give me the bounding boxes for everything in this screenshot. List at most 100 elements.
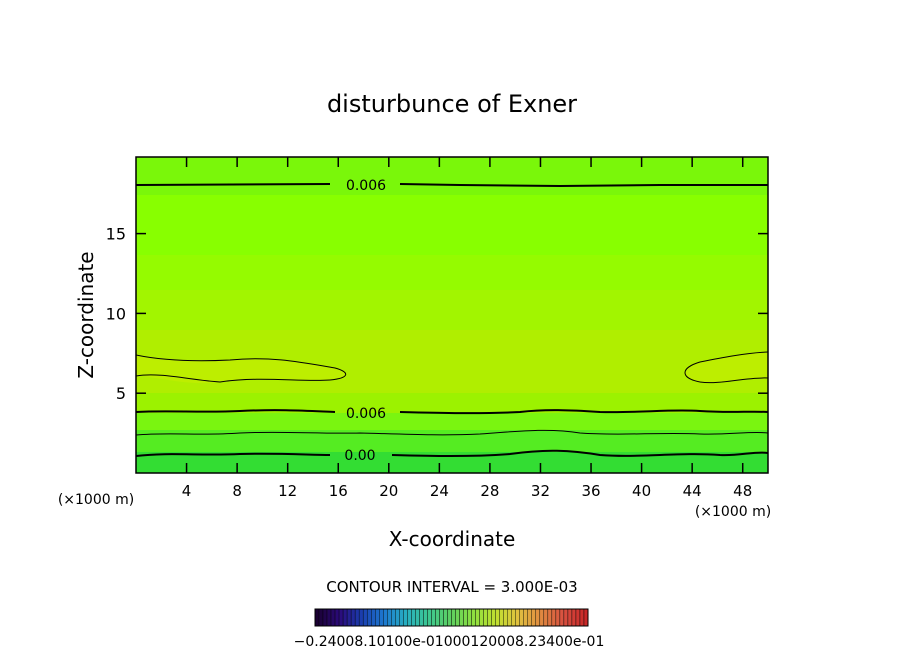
x-axis: 4 8 12 16 20 24 28 32 36 40 44 48 xyxy=(182,157,752,500)
colorbar-swatch xyxy=(451,608,456,627)
left-lobe-fill xyxy=(136,356,346,384)
y-tick-label: 10 xyxy=(106,304,126,323)
colorbar-swatch xyxy=(527,608,532,627)
colorbar-swatch xyxy=(407,608,412,627)
colorbar-labels: −0.24008.10100e-01000120008.23400e-01 xyxy=(294,634,605,650)
right-lobe-fill xyxy=(685,352,768,383)
field-band-lower-mid xyxy=(136,393,768,415)
x-tick-label: 12 xyxy=(278,482,297,500)
colorbar-swatch xyxy=(447,608,452,627)
colorbar-swatch xyxy=(491,608,496,627)
x-unit-right: (×1000 m) xyxy=(695,504,771,520)
colorbar-swatch xyxy=(346,608,352,627)
colorbar-swatch xyxy=(443,608,448,627)
colorbar-swatch xyxy=(535,608,541,627)
field-band-low xyxy=(136,430,768,455)
colorbar-swatch xyxy=(547,608,553,627)
contour-label-top: 0.006 xyxy=(346,178,386,194)
field-band-upper xyxy=(136,195,768,255)
y-axis-label: Z-coordinate xyxy=(74,251,98,378)
x-axis-label: X-coordinate xyxy=(389,527,516,551)
colorbar xyxy=(314,608,589,627)
y-tick-label: 15 xyxy=(106,225,126,244)
contour-line-thin-low xyxy=(136,429,768,436)
contour-label-bottom: 0.00 xyxy=(344,448,375,464)
colorbar-swatch xyxy=(519,608,524,627)
colorbar-swatch xyxy=(571,608,577,627)
x-unit-left: (×1000 m) xyxy=(58,492,134,508)
colorbar-swatch xyxy=(463,608,468,627)
colorbar-swatch xyxy=(499,608,504,627)
contour-line-000 xyxy=(136,449,768,457)
colorbar-swatch xyxy=(334,608,340,627)
colorbar-swatch xyxy=(354,608,360,627)
colorbar-swatch xyxy=(371,608,376,627)
x-tick-label: 4 xyxy=(182,482,192,500)
field-band-mid xyxy=(136,290,768,335)
colorbar-swatch xyxy=(539,608,545,627)
y-tick-label: 5 xyxy=(116,384,126,403)
colorbar-swatch xyxy=(559,608,565,627)
colorbar-swatch xyxy=(391,608,396,627)
colorbar-swatch xyxy=(350,608,356,627)
chart-title: disturbunce of Exner xyxy=(327,90,577,118)
contour-label-lower: 0.006 xyxy=(346,406,386,422)
colorbar-swatch xyxy=(362,608,368,627)
colorbar-frame xyxy=(314,608,589,627)
colorbar-swatch xyxy=(387,608,392,627)
colorbar-swatch xyxy=(403,608,408,627)
colorbar-swatch xyxy=(455,608,460,627)
colorbar-swatch xyxy=(318,608,324,627)
colorbar-swatch xyxy=(427,608,432,627)
colorbar-swatch xyxy=(366,608,372,627)
colorbar-swatch xyxy=(523,608,528,627)
colorbar-swatch xyxy=(439,608,444,627)
colorbar-swatch xyxy=(379,608,384,627)
x-tick-label: 20 xyxy=(379,482,398,500)
colorbar-swatch xyxy=(575,608,581,627)
contour-interval: CONTOUR INTERVAL = 3.000E-03 xyxy=(326,578,577,596)
contour-line-right-lobe-lower xyxy=(699,377,768,384)
colorbar-swatch xyxy=(419,608,424,627)
colorbar-swatch xyxy=(483,608,488,627)
contour-line-left-lobe-upper xyxy=(136,354,347,381)
colorbar-swatch xyxy=(583,608,589,627)
contour-line-top xyxy=(136,183,768,188)
colorbar-swatch xyxy=(579,608,585,627)
colorbar-swatch xyxy=(487,608,492,627)
colorbar-swatch xyxy=(314,608,320,627)
field-band-bottom xyxy=(136,452,768,473)
x-tick-label: 36 xyxy=(581,482,600,500)
colorbar-swatch xyxy=(459,608,464,627)
x-tick-label: 44 xyxy=(683,482,702,500)
y-axis: 5 10 15 xyxy=(106,225,768,403)
x-tick-label: 16 xyxy=(329,482,348,500)
x-tick-label: 40 xyxy=(632,482,651,500)
x-tick-label: 28 xyxy=(480,482,499,500)
colorbar-swatch xyxy=(555,608,561,627)
colorbar-swatch xyxy=(415,608,420,627)
colorbar-swatch xyxy=(322,608,328,627)
colorbar-swatch xyxy=(551,608,557,627)
colorbar-swatch xyxy=(531,608,537,627)
colorbar-swatch xyxy=(467,608,472,627)
colorbar-swatch xyxy=(563,608,569,627)
contour-line-left-lobe-lower xyxy=(136,374,331,383)
colorbar-swatch xyxy=(567,608,573,627)
x-tick-label: 8 xyxy=(232,482,242,500)
colorbar-swatch xyxy=(330,608,336,627)
colorbar-swatch xyxy=(399,608,404,627)
colorbar-swatch xyxy=(515,608,520,627)
colorbar-swatch xyxy=(411,608,416,627)
colorbar-swatch xyxy=(435,608,440,627)
colorbar-swatch xyxy=(495,608,500,627)
field-band-lower xyxy=(136,413,768,433)
x-tick-label: 24 xyxy=(430,482,449,500)
colorbar-swatch xyxy=(423,608,428,627)
colorbar-swatch xyxy=(511,608,516,627)
contour-line-006-lower xyxy=(136,409,768,415)
colorbar-swatch xyxy=(431,608,436,627)
field-band-upper-mid xyxy=(136,255,768,295)
contour-line-right-lobe-upper xyxy=(684,351,768,383)
